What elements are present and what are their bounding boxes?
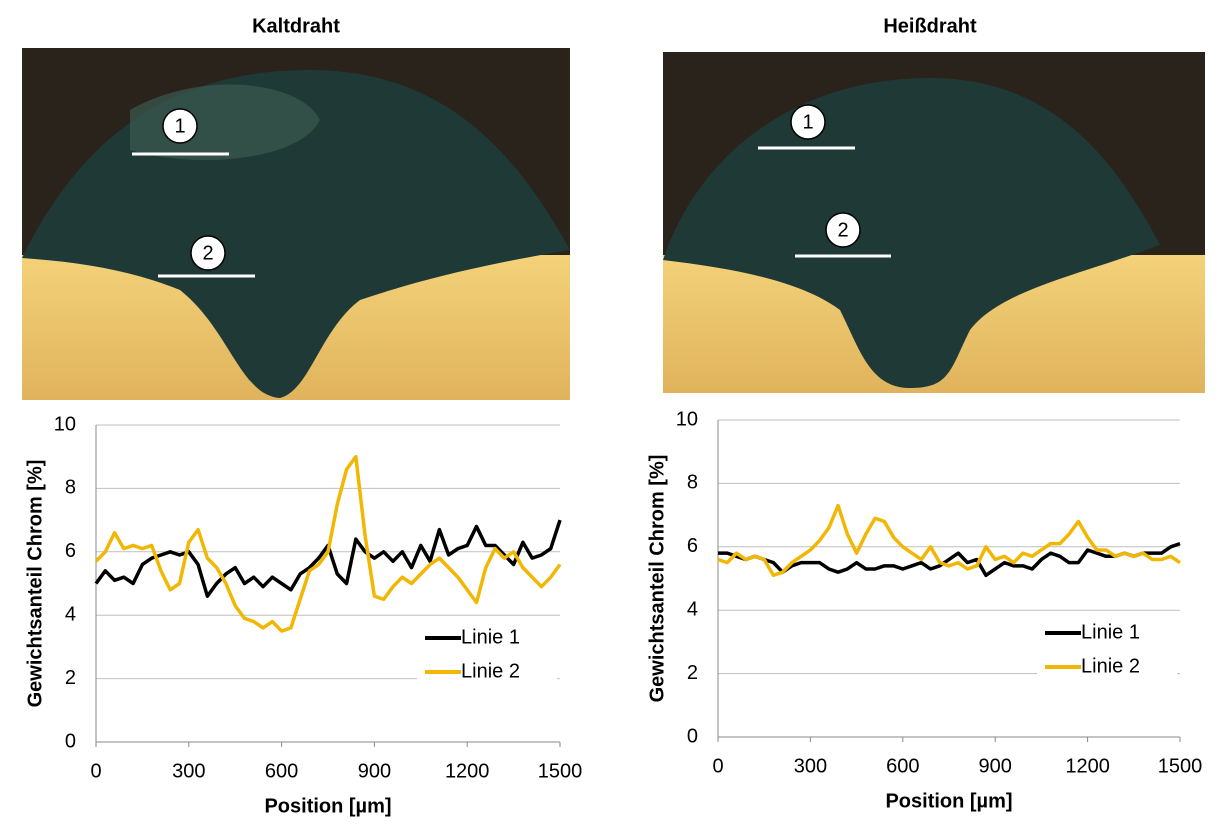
micrograph-right: 1 2	[663, 52, 1205, 393]
y-tick-label: 4	[65, 603, 76, 625]
chart-title: Kaltdraht	[252, 15, 340, 37]
x-tick-label: 1200	[445, 760, 490, 782]
y-tick-label: 6	[65, 540, 76, 562]
x-tick-label: 900	[979, 755, 1012, 777]
chart: Heißdraht 0 2 4 6 8 10 0 300 600 900 1200 1500 Positi…	[646, 15, 1202, 812]
chart: Kaltdraht 0 2 4 6 8 10 0 300 600 900 1200 1500 Positi…	[24, 15, 582, 817]
y-axis-title: Gewichtsanteil Chrom [%]	[646, 455, 668, 703]
data-line	[94, 454, 562, 633]
x-axis-title: Position [µm]	[264, 795, 391, 817]
y-tick-label: 8	[65, 477, 76, 499]
y-tick-label: 4	[687, 598, 698, 620]
data-line	[718, 541, 1181, 578]
micrograph-left: 1 2	[22, 48, 570, 400]
x-tick-label: 1500	[1158, 755, 1203, 777]
y-axis-title: Gewichtsanteil Chrom [%]	[24, 460, 46, 708]
marker-label: 2	[202, 242, 213, 264]
x-tick-label: 600	[886, 755, 919, 777]
data-line	[717, 503, 1181, 578]
chart-title: Heißdraht	[883, 15, 977, 37]
x-axis-title: Position [µm]	[885, 790, 1012, 812]
marker-label: 1	[802, 111, 813, 133]
legend-label: Linie 2	[1081, 655, 1140, 677]
x-tick-label: 1500	[538, 760, 583, 782]
y-tick-label: 2	[65, 667, 76, 689]
x-tick-label: 900	[358, 760, 391, 782]
y-tick-label: 10	[676, 408, 698, 430]
legend-label: Linie 1	[1081, 621, 1140, 643]
y-tick-label: 10	[54, 413, 76, 435]
x-tick-label: 0	[90, 760, 101, 782]
marker-label: 2	[837, 219, 848, 241]
marker-label: 1	[174, 115, 185, 137]
y-tick-label: 6	[687, 535, 698, 557]
legend-label: Linie 1	[461, 626, 520, 648]
legend-box	[417, 618, 557, 692]
x-tick-label: 0	[712, 755, 723, 777]
y-tick-label: 0	[687, 725, 698, 747]
x-tick-label: 300	[794, 755, 827, 777]
x-tick-label: 600	[265, 760, 298, 782]
legend-label: Linie 2	[461, 660, 520, 682]
y-tick-label: 0	[65, 730, 76, 752]
x-tick-label: 300	[172, 760, 205, 782]
x-tick-label: 1200	[1065, 755, 1110, 777]
y-tick-label: 8	[687, 472, 698, 494]
legend-box	[1037, 613, 1177, 687]
y-tick-label: 2	[687, 662, 698, 684]
